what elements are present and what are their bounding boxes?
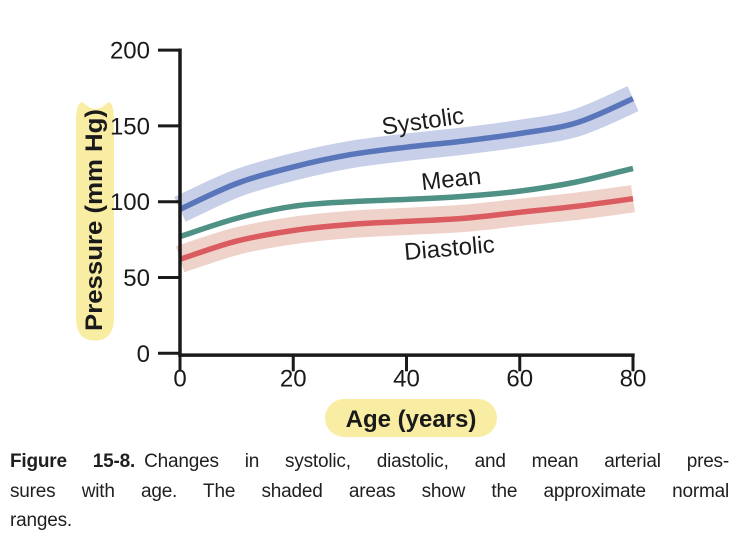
- x-tick-label-80: 80: [620, 365, 647, 392]
- diastolic-curve: [179, 195, 634, 262]
- y-tick-label-100: 100: [110, 189, 150, 216]
- plot-area: 0 50 100 150 200 0 20 40 60 80: [110, 38, 646, 393]
- mean-curve-label: Mean: [420, 163, 483, 196]
- systolic-curve: [178, 96, 635, 212]
- caption-line-2: sures with age. The shaded areas show th…: [10, 480, 729, 502]
- figure-caption: Figure 15-8. Changes in systolic, diastol…: [10, 447, 729, 536]
- caption-figure-number: Figure 15-8.: [10, 451, 136, 472]
- caption-line-1-text: Changes in systolic, diastolic, and mean…: [144, 451, 729, 472]
- y-tick-label-200: 200: [110, 38, 150, 65]
- x-tick-label-20: 20: [280, 365, 307, 392]
- x-axis-title: Age (years): [346, 406, 477, 433]
- caption-line-3: ranges.: [10, 510, 72, 531]
- diastolic-curve-label: Diastolic: [403, 231, 496, 266]
- x-tick-label-60: 60: [506, 365, 533, 392]
- y-axis-title: Pressure (mm Hg): [81, 109, 108, 331]
- pressure-age-chart: Pressure (mm Hg) Age (years) 0 50 100 150 20…: [76, 38, 646, 437]
- x-tick-label-0: 0: [173, 365, 186, 392]
- y-tick-label-150: 150: [110, 113, 150, 140]
- caption-line-1: Figure 15-8. Changes in systolic, diastol…: [10, 447, 729, 477]
- y-tick-label-0: 0: [137, 341, 150, 368]
- mean-curve: [179, 165, 634, 240]
- y-tick-label-50: 50: [123, 265, 150, 292]
- x-axis-title-highlight: [325, 399, 497, 437]
- y-axis-title-highlight: [76, 102, 114, 341]
- x-tick-label-40: 40: [393, 365, 420, 392]
